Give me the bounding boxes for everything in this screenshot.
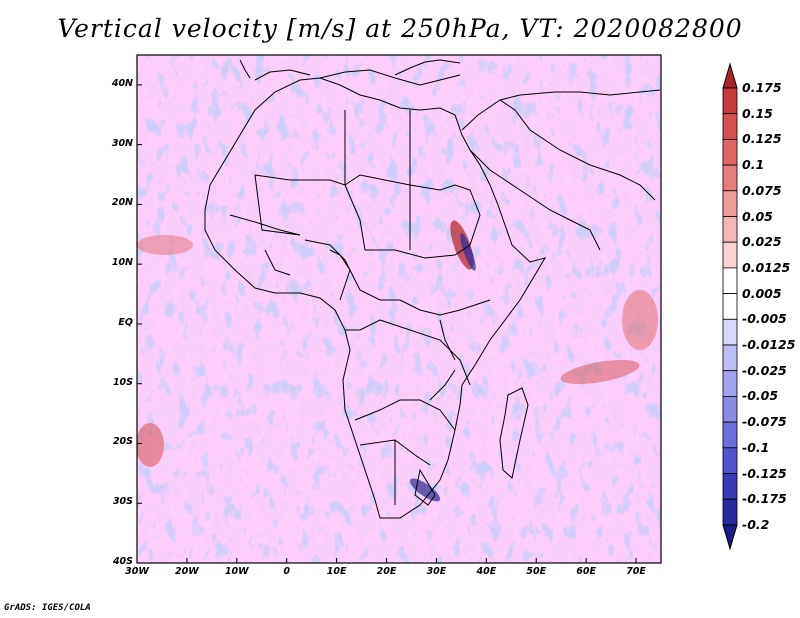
velocity-shading: [137, 55, 661, 563]
colorbar-label: -0.1: [742, 439, 770, 455]
colorbar-label: -0.175: [742, 491, 787, 507]
colorbar-swatch: [722, 293, 738, 320]
lon-tick-label: 30E: [426, 566, 447, 577]
colorbar-top-arrow: [722, 62, 738, 89]
axis-ticks: [136, 84, 637, 564]
plot-frame: [136, 54, 662, 564]
colorbar-label: 0.005: [742, 285, 782, 301]
colorbar-swatch: [722, 216, 738, 243]
lon-tick-label: 0: [283, 566, 291, 577]
lat-tick-label: 20N: [111, 197, 133, 209]
colorbar-label: 0.1: [742, 157, 765, 173]
colorbar-label: -0.125: [742, 465, 787, 481]
colorbar-swatch: [722, 447, 738, 474]
colorbar-swatch: [722, 498, 738, 526]
colorbar-swatch: [722, 164, 738, 192]
lat-tick-label: 40S: [112, 556, 133, 567]
colorbar-swatch: [722, 318, 738, 346]
lon-tick-label: 10E: [326, 566, 347, 577]
colorbar-label: 0.05: [742, 208, 773, 224]
colorbar-swatch: [722, 190, 738, 217]
colorbar-swatch: [722, 138, 738, 166]
lat-tick-label: 10N: [111, 257, 133, 269]
colorbar-swatch: [722, 113, 738, 140]
lon-tick-label: 10W: [224, 566, 249, 577]
lon-tick-label: 30W: [125, 566, 149, 577]
colorbar-label: 0.0125: [742, 259, 791, 275]
colorbar-swatch: [722, 267, 738, 294]
lat-tick-label: 30N: [111, 137, 133, 149]
colorbar-label: 0.075: [742, 182, 782, 198]
colorbar-label: 0.125: [742, 131, 782, 147]
lon-tick-label: 50E: [526, 566, 547, 577]
lat-tick-label: 30S: [112, 496, 133, 508]
lon-tick-label: 40E: [476, 566, 497, 577]
colorbar-label: -0.005: [742, 311, 787, 327]
grads-credit: GrADS: IGES/COLA: [4, 603, 91, 613]
colorbar-label: -0.0125: [742, 337, 796, 352]
coastlines: [204, 59, 661, 519]
colorbar-bottom-arrow: [722, 524, 738, 551]
lat-tick-label: EQ: [118, 316, 133, 328]
lon-tick-label: 70E: [626, 566, 646, 577]
colorbar-label: 0.15: [742, 105, 773, 121]
colorbar-label: -0.075: [742, 414, 787, 430]
colorbar: [722, 62, 738, 551]
colorbar-label: -0.05: [742, 388, 779, 404]
colorbar-label: 0.175: [742, 80, 782, 95]
colorbar-swatch: [722, 395, 738, 423]
colorbar-label: -0.2: [742, 516, 770, 532]
colorbar-label: -0.025: [742, 362, 787, 378]
colorbar-label: 0.025: [742, 234, 782, 250]
colorbar-swatch: [722, 344, 738, 372]
colorbar-swatch: [722, 421, 738, 449]
lon-tick-label: 20E: [376, 566, 397, 577]
lat-tick-label: 20S: [112, 436, 133, 448]
colorbar-swatch: [722, 87, 738, 115]
lat-tick-label: 10S: [112, 376, 133, 388]
colorbar-swatch: [722, 241, 738, 269]
map-title: Vertical velocity [m/s] at 250hPa, VT: 2…: [57, 14, 743, 43]
lat-tick-label: 40N: [111, 77, 133, 89]
colorbar-swatch: [722, 370, 738, 397]
colorbar-swatch: [722, 473, 738, 500]
lon-tick-label: 20W: [175, 566, 199, 577]
lon-tick-label: 60E: [576, 566, 596, 577]
